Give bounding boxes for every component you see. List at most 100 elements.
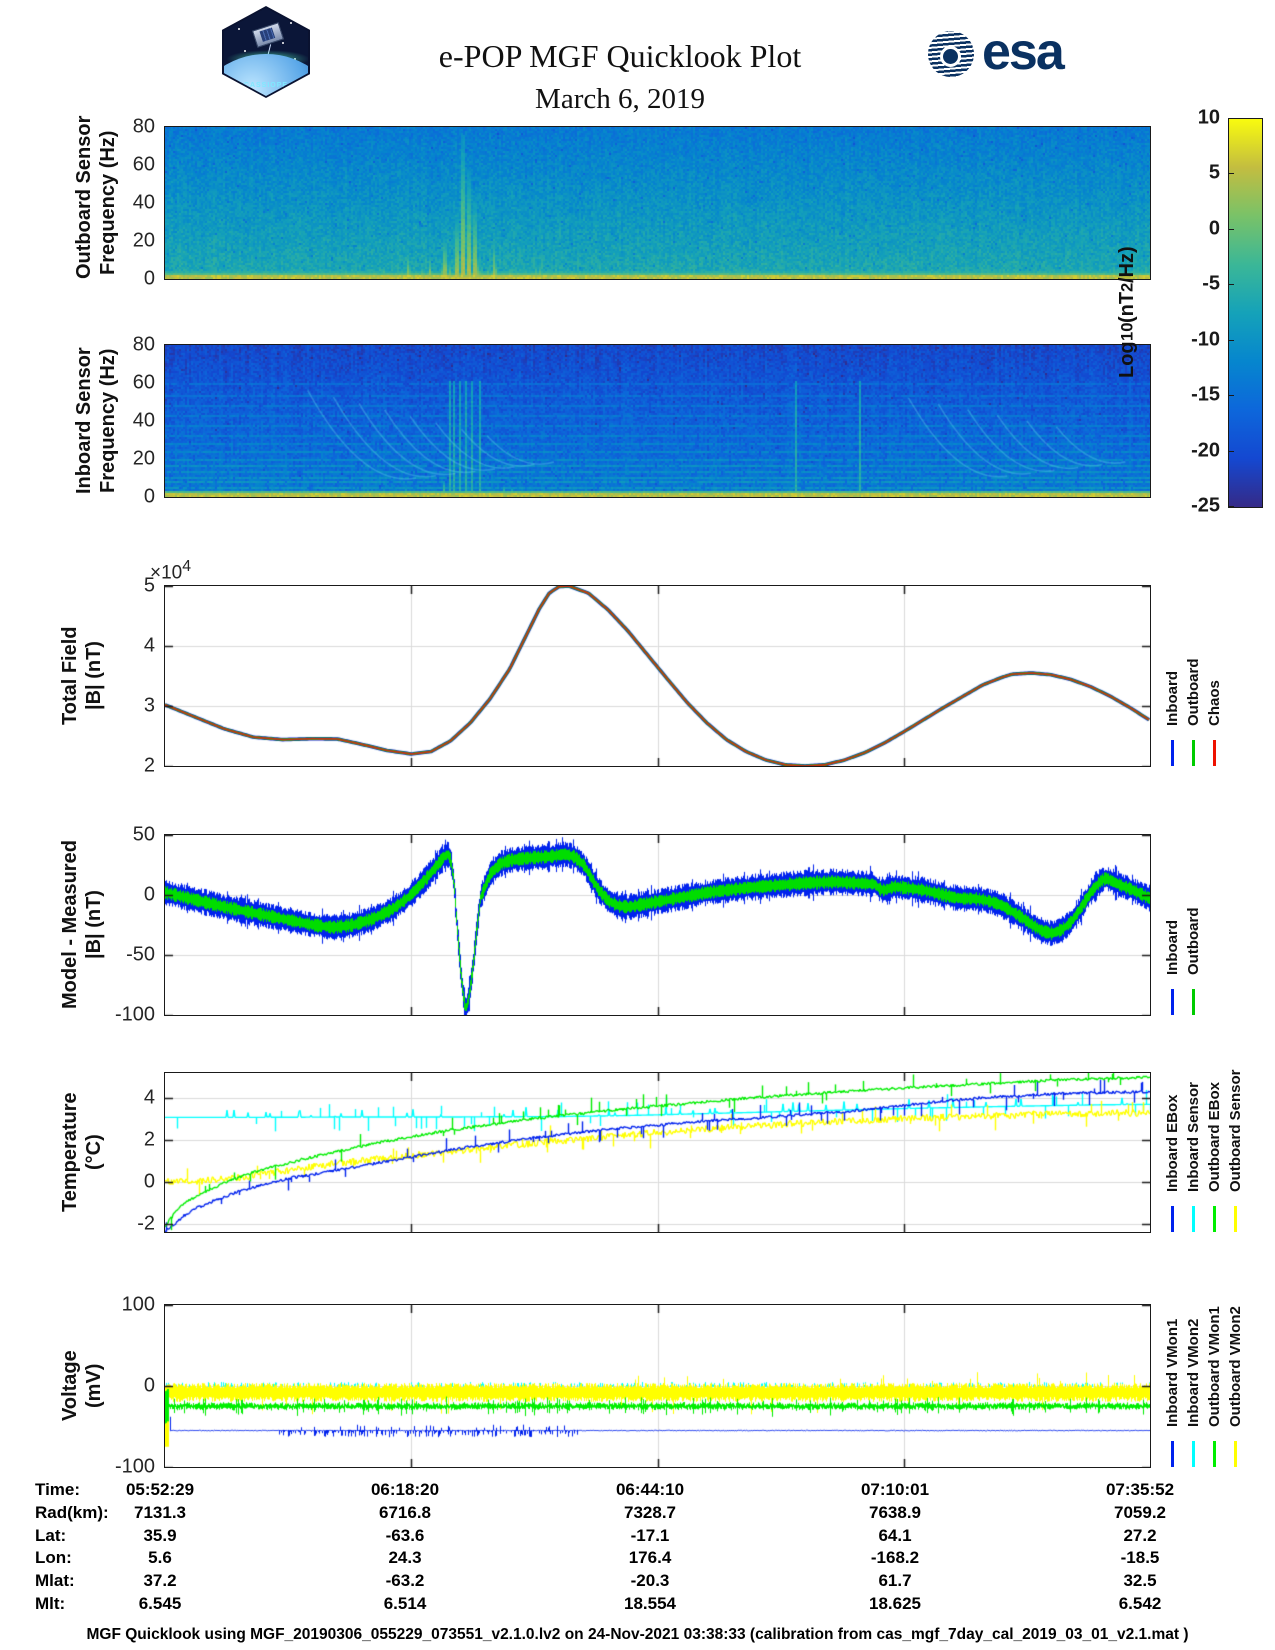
y-tick-label: -2 bbox=[137, 1212, 155, 1235]
legend-entry: Outboard Sensor bbox=[1225, 1069, 1245, 1232]
table-cell: -63.6 bbox=[385, 1525, 425, 1545]
plot-area bbox=[163, 125, 1151, 280]
legend-color-swatch bbox=[1212, 1441, 1216, 1467]
colorbar-tickmark bbox=[1228, 339, 1234, 341]
legend-entry-label: Outboard Sensor bbox=[1226, 1069, 1244, 1192]
legend-color-swatch bbox=[1191, 989, 1195, 1015]
legend-entry: Inboard EBox bbox=[1162, 1073, 1182, 1232]
footer-note: MGF Quicklook using MGF_20190306_055229_… bbox=[86, 1626, 1189, 1643]
legend-color-swatch bbox=[1170, 740, 1174, 766]
y-tick-label: 2 bbox=[143, 754, 155, 777]
colorbar-tickmark bbox=[1228, 450, 1234, 452]
legend-entry-label: Inboard bbox=[1163, 920, 1181, 975]
y-tick-label: 0 bbox=[143, 1170, 155, 1193]
legend-entry-label: Inboard bbox=[1163, 671, 1181, 726]
y-tick-label: -100 bbox=[114, 1455, 155, 1478]
panel-outboard-spectrogram: Outboard Sensor Frequency (Hz) 0 20 40 60 80 bbox=[0, 116, 1275, 290]
y-axis-label: Total Field |B| (nT) bbox=[59, 626, 105, 726]
legend-entry: Chaos bbox=[1204, 586, 1224, 766]
legend-entry-label: Outboard bbox=[1184, 907, 1202, 976]
legend-entry-label: Chaos bbox=[1205, 680, 1223, 726]
inboard-spectrogram-canvas bbox=[164, 344, 1150, 497]
panel-total-field: Total Field |B| (nT) ×104 2 3 4 5 Inboard Out… bbox=[0, 558, 1275, 777]
table-row-label: Lat: bbox=[35, 1525, 67, 1545]
y-tick-label: -100 bbox=[114, 1003, 155, 1026]
colorbar-tick-label: -5 bbox=[1202, 272, 1220, 295]
table-cell: 27.2 bbox=[1123, 1525, 1157, 1545]
plot-area bbox=[163, 833, 1151, 1016]
y-tick-label: 40 bbox=[132, 409, 155, 432]
plot-area bbox=[163, 343, 1151, 498]
legend: Inboard Outboard Chaos bbox=[1162, 586, 1224, 766]
colorbar-tick-label: 10 bbox=[1197, 106, 1220, 129]
legend-entry-label: Outboard EBox bbox=[1205, 1081, 1223, 1192]
page-title: e-POP MGF Quicklook Plot bbox=[438, 38, 802, 74]
voltage-canvas bbox=[164, 1304, 1150, 1467]
legend-color-swatch bbox=[1170, 1441, 1174, 1467]
table-row-label: Time: bbox=[35, 1480, 81, 1499]
colorbar-tick-label: 0 bbox=[1208, 217, 1220, 240]
legend-color-swatch bbox=[1233, 1206, 1237, 1232]
table-row-label: Mlat: bbox=[35, 1571, 75, 1591]
legend-entry-label: Outboard bbox=[1184, 658, 1202, 727]
page-title-block: e-POP MGF Quicklook Plot March 6, 2019 bbox=[200, 38, 1040, 116]
plot-area bbox=[163, 1071, 1151, 1233]
table-cell: 5.6 bbox=[148, 1548, 172, 1568]
table-cell: 6.514 bbox=[383, 1594, 427, 1613]
y-tick-label: 2 bbox=[143, 1128, 155, 1151]
y-tick-label: 50 bbox=[132, 823, 155, 846]
colorbar-tickmark bbox=[1228, 395, 1234, 397]
table-cell: -168.2 bbox=[870, 1548, 920, 1568]
y-tick-label: 4 bbox=[143, 634, 155, 657]
colorbar-tickmark bbox=[1228, 118, 1234, 119]
table-cell: -63.2 bbox=[385, 1571, 425, 1591]
table-cell: 24.3 bbox=[388, 1548, 422, 1568]
outboard-spectrogram-canvas bbox=[164, 126, 1150, 279]
y-tick-label: -50 bbox=[126, 943, 155, 966]
table-cell: 18.554 bbox=[624, 1594, 676, 1613]
legend-color-swatch bbox=[1233, 1441, 1237, 1467]
table-cell: 07:10:01 bbox=[860, 1480, 930, 1499]
legend-entry: Inboard VMon2 bbox=[1183, 1305, 1203, 1467]
colorbar-tickmark bbox=[1228, 284, 1234, 286]
y-tick-label: 100 bbox=[121, 1293, 155, 1316]
y-axis-exponent: ×104 bbox=[150, 558, 192, 584]
table-cell: 6.545 bbox=[138, 1594, 182, 1613]
y-tick-label: 3 bbox=[143, 694, 155, 717]
plot-area bbox=[163, 584, 1151, 767]
y-tick-label: 0 bbox=[143, 1374, 155, 1397]
table-cell: 61.7 bbox=[878, 1571, 912, 1591]
colorbar-tickmark bbox=[1228, 228, 1234, 230]
colorbar-tick-label: -25 bbox=[1191, 494, 1220, 517]
colorbar bbox=[1228, 118, 1263, 508]
legend-entry-label: Outboard VMon1 bbox=[1205, 1306, 1223, 1427]
legend-entry-label: Inboard Sensor bbox=[1184, 1081, 1202, 1192]
table-cell: 7638.9 bbox=[869, 1502, 921, 1522]
table-cell: 18.625 bbox=[869, 1594, 921, 1613]
panel-model-minus-measured: Model - Measured |B| (nT) -100 -50 0 50 Inbo… bbox=[0, 824, 1275, 1026]
legend-color-swatch bbox=[1191, 1441, 1195, 1467]
y-tick-label: 80 bbox=[132, 115, 155, 138]
legend-entry: Inboard bbox=[1162, 835, 1182, 1015]
y-tick-label: 4 bbox=[143, 1086, 155, 1109]
table-cell: 7059.2 bbox=[1114, 1502, 1166, 1522]
y-tick-label: 0 bbox=[143, 485, 155, 508]
total-field-canvas bbox=[164, 585, 1150, 766]
esa-logo: esa bbox=[928, 23, 1078, 81]
legend-color-swatch bbox=[1191, 740, 1195, 766]
table-cell: 32.5 bbox=[1123, 1571, 1157, 1591]
legend-entry: Outboard bbox=[1183, 586, 1203, 766]
temperature-canvas bbox=[164, 1072, 1150, 1232]
table-cell: 7131.3 bbox=[134, 1502, 186, 1522]
colorbar-tick-label: 5 bbox=[1208, 161, 1220, 184]
panel-temperature: Temperature (°C) -2 0 2 4 Inboard EBox Inboar… bbox=[0, 1069, 1275, 1235]
legend: Inboard EBox Inboard Sensor Outboard EBox O… bbox=[1162, 1069, 1245, 1232]
colorbar-tick-label: -20 bbox=[1191, 439, 1220, 462]
y-tick-label: 40 bbox=[132, 191, 155, 214]
legend-entry: Inboard Sensor bbox=[1183, 1073, 1203, 1232]
legend-color-swatch bbox=[1212, 1206, 1216, 1232]
panel-inboard-spectrogram: Inboard Sensor Frequency (Hz) 0 20 40 60 80 bbox=[0, 334, 1275, 508]
legend-entry: Outboard bbox=[1183, 835, 1203, 1015]
esa-globe-icon bbox=[928, 31, 974, 77]
